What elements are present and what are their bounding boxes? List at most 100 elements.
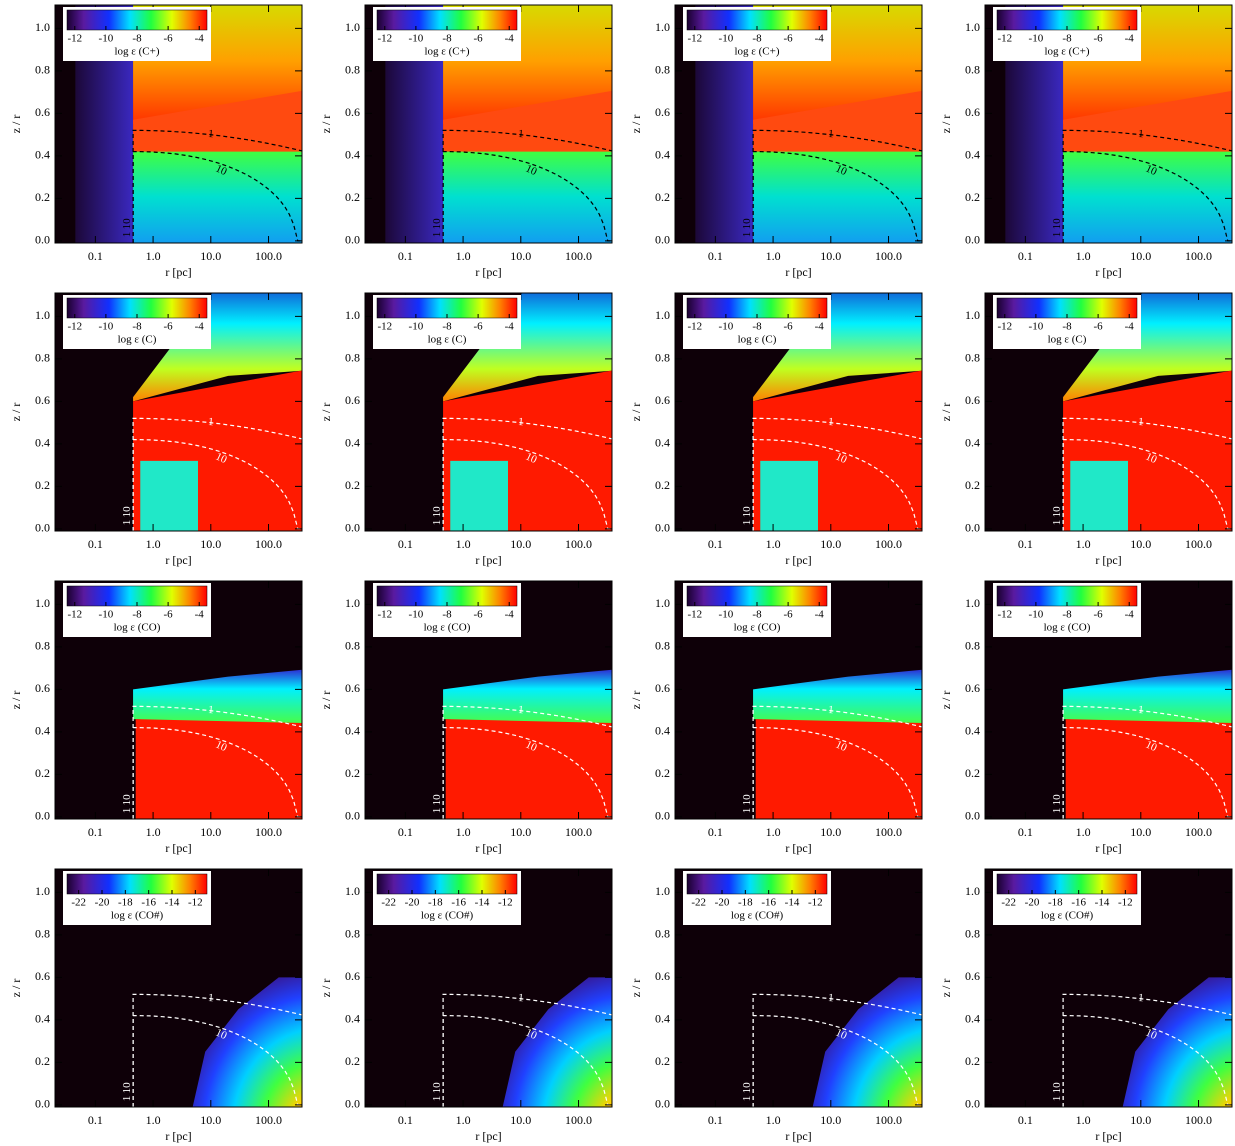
contour-label: 1	[741, 232, 753, 238]
panel: 1110100.11.010.0100.00.00.20.40.60.81.0r…	[939, 0, 1235, 279]
colorbar-tick-label: -18	[738, 897, 753, 909]
y-tick-label: 0.8	[655, 639, 670, 653]
contour-label: 1	[1051, 232, 1063, 238]
contour-label: 10	[121, 506, 133, 518]
x-tick-label: 1.0	[766, 825, 781, 839]
colorbar-label: log ε (CO)	[734, 622, 781, 634]
y-axis-label: z / r	[939, 403, 953, 422]
colorbar-tick-label: -18	[428, 897, 443, 909]
y-tick-label: 1.0	[345, 596, 360, 610]
colorbar-tick-label: -20	[95, 897, 110, 909]
colorbar-tick-label: -10	[719, 33, 734, 45]
colorbar-label: log ε (CO)	[1044, 622, 1091, 634]
colorbar-label: log ε (CO#)	[1041, 910, 1094, 922]
colorbar-tick-label: -10	[409, 33, 424, 45]
contour-label: 1	[1138, 992, 1145, 1004]
colorbar-tick-label: -12	[67, 609, 82, 621]
y-tick-label: 0.4	[965, 724, 980, 738]
x-tick-label: 0.1	[398, 825, 413, 839]
colorbar-tick-label: -4	[815, 609, 825, 621]
colorbar-tick-label: -8	[752, 33, 762, 45]
y-tick-label: 0.8	[345, 927, 360, 941]
x-axis-label: r [pc]	[1095, 841, 1121, 855]
x-tick-label: 1.0	[766, 1113, 781, 1127]
colorbar-tick-label: -16	[141, 897, 156, 909]
y-axis-label: z / r	[939, 115, 953, 134]
colorbar-label: log ε (C)	[738, 334, 777, 346]
y-tick-label: 0.6	[345, 681, 360, 695]
y-tick-label: 0.8	[965, 639, 980, 653]
y-tick-label: 1.0	[345, 884, 360, 898]
contour-label: 1	[1138, 704, 1145, 716]
colorbar-tick-label: -6	[164, 33, 174, 45]
x-tick-label: 10.0	[820, 249, 841, 263]
colorbar-tick-label: -12	[377, 321, 392, 333]
colorbar-tick-label: -8	[442, 321, 452, 333]
y-tick-label: 0.2	[965, 478, 980, 492]
panel: 1110100.11.010.0100.00.00.20.40.60.81.0r…	[319, 272, 630, 567]
y-axis-label: z / r	[629, 691, 643, 710]
y-tick-label: 0.0	[965, 809, 980, 823]
y-axis-label: z / r	[319, 691, 333, 710]
y-tick-label: 1.0	[35, 884, 50, 898]
x-tick-label: 10.0	[200, 537, 221, 551]
colorbar-tick-label: -4	[1125, 609, 1135, 621]
y-tick-label: 0.0	[345, 233, 360, 247]
y-axis-label: z / r	[629, 115, 643, 134]
y-tick-label: 0.0	[35, 1097, 50, 1111]
y-tick-label: 0.6	[35, 681, 50, 695]
colorbar-tick-label: -6	[1094, 33, 1104, 45]
x-tick-label: 1.0	[456, 249, 471, 263]
contour-label: 1	[431, 520, 443, 526]
x-axis-label: r [pc]	[475, 553, 501, 567]
contour-label: 1	[741, 1096, 753, 1102]
y-tick-label: 0.6	[965, 393, 980, 407]
y-tick-label: 0.6	[965, 681, 980, 695]
y-tick-label: 0.4	[965, 436, 980, 450]
y-tick-label: 0.6	[35, 969, 50, 983]
colorbar: -12-10-8-6-4log ε (CO)	[683, 583, 831, 637]
x-axis-label: r [pc]	[165, 553, 191, 567]
y-tick-label: 1.0	[345, 308, 360, 322]
colorbar-tick-label: -16	[1071, 897, 1086, 909]
y-tick-label: 0.4	[345, 436, 360, 450]
colorbar-label: log ε (C+)	[1044, 46, 1089, 58]
colorbar-tick-label: -12	[188, 897, 203, 909]
x-axis-label: r [pc]	[475, 1129, 501, 1143]
colorbar-label: log ε (C)	[428, 334, 467, 346]
colorbar: -12-10-8-6-4log ε (C)	[63, 295, 211, 349]
x-tick-label: 1.0	[456, 825, 471, 839]
panel: 1110100.11.010.0100.00.00.20.40.60.81.0r…	[9, 869, 320, 1143]
y-tick-label: 0.8	[35, 927, 50, 941]
colorbar-tick-label: -22	[381, 897, 396, 909]
y-axis-label: z / r	[939, 691, 953, 710]
colorbar-tick-label: -22	[691, 897, 706, 909]
contour-label: 10	[1051, 794, 1063, 806]
y-tick-label: 0.0	[655, 1097, 670, 1111]
colorbar: -12-10-8-6-4log ε (C+)	[683, 7, 831, 61]
contour-label: 1	[1051, 1096, 1063, 1102]
y-axis-label: z / r	[319, 979, 333, 998]
y-tick-label: 0.8	[965, 351, 980, 365]
contour-label: 1	[121, 520, 133, 526]
colorbar-tick-label: -22	[1001, 897, 1016, 909]
x-tick-label: 1.0	[1076, 537, 1091, 551]
colorbar-label: log ε (CO#)	[111, 910, 164, 922]
y-axis-label: z / r	[9, 979, 23, 998]
y-tick-label: 1.0	[345, 20, 360, 34]
panel: 1110100.11.010.0100.00.00.20.40.60.81.0r…	[629, 581, 940, 855]
colorbar-tick-label: -12	[997, 321, 1012, 333]
contour-label: 10	[431, 506, 443, 518]
contour-label: 10	[121, 218, 133, 230]
y-tick-label: 1.0	[655, 884, 670, 898]
colorbar-tick-label: -14	[475, 897, 490, 909]
colorbar-tick-label: -12	[997, 33, 1012, 45]
x-tick-label: 1.0	[146, 825, 161, 839]
contour-label: 1	[1051, 520, 1063, 526]
y-tick-label: 0.8	[965, 63, 980, 77]
panel: 1110100.11.010.0100.00.00.20.40.60.81.0r…	[629, 272, 940, 567]
x-tick-label: 1.0	[766, 249, 781, 263]
